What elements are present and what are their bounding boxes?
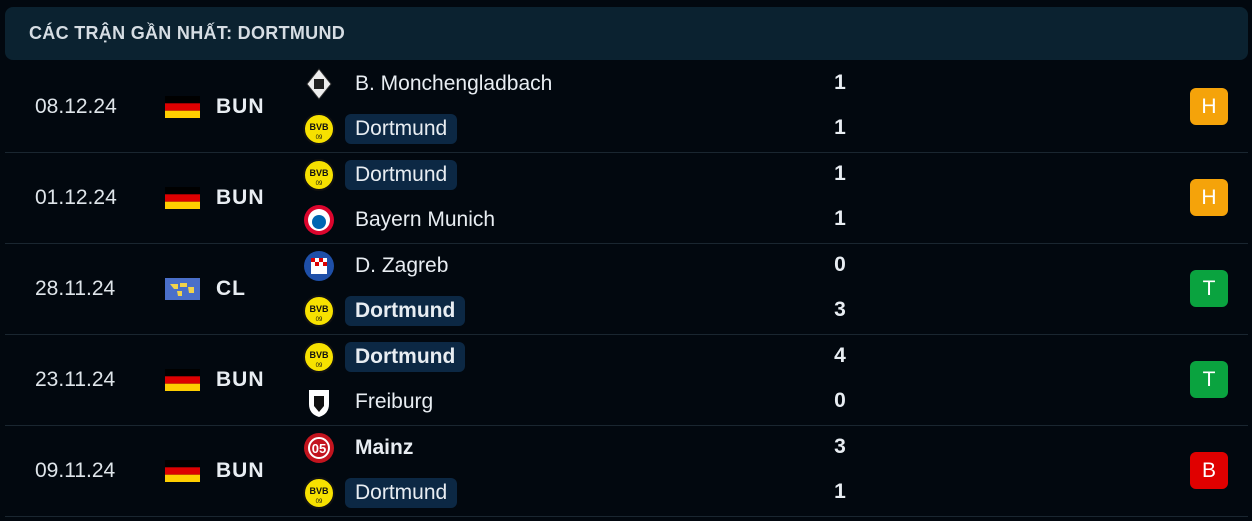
home-team-name: Dortmund — [345, 160, 458, 190]
home-score: 3 — [834, 435, 846, 458]
section-header: CÁC TRẬN GẦN NHẤT: DORTMUND — [5, 7, 1248, 60]
germany-flag-icon — [165, 187, 200, 209]
svg-text:09: 09 — [316, 363, 323, 369]
result-badge: T — [1190, 361, 1228, 398]
away-team-name: Freiburg — [355, 390, 434, 413]
match-date: 09.11.24 — [35, 459, 116, 482]
match-row[interactable]: 01.12.24 BUN BVB 09 Dortmund 1 Bayern Mun… — [5, 152, 1248, 244]
germany-flag-icon — [165, 369, 200, 391]
away-score: 0 — [834, 389, 846, 412]
bvb-logo-icon: BVB 09 — [303, 477, 335, 509]
svg-text:09: 09 — [316, 181, 323, 187]
germany-flag-icon — [165, 96, 200, 118]
home-team[interactable]: B. Monchengladbach — [303, 66, 562, 102]
match-date: 01.12.24 — [35, 186, 117, 209]
freiburg-logo-icon — [303, 386, 335, 418]
svg-text:BVB: BVB — [309, 168, 329, 178]
home-team[interactable]: 05 Mainz — [303, 430, 423, 466]
match-row[interactable]: 08.12.24 BUN B. Monchengladbach 1 BVB 09 … — [5, 61, 1248, 153]
match-row[interactable]: 23.11.24 BUN BVB 09 Dortmund 4 Freiburg 0… — [5, 334, 1248, 426]
competition: BUN — [216, 186, 265, 209]
home-team[interactable]: BVB 09 Dortmund — [303, 157, 458, 193]
match-row[interactable]: 09.11.24 BUN 05 Mainz 3 BVB 09 Dortmund 1… — [5, 425, 1248, 517]
competition: BUN — [216, 368, 265, 391]
home-score: 1 — [834, 162, 846, 185]
bvb-logo-icon: BVB 09 — [303, 341, 335, 373]
home-team[interactable]: D. Zagreb — [303, 248, 458, 284]
match-row[interactable]: 28.11.24 CL D. Zagreb 0 BVB 09 Dortmund 3… — [5, 243, 1248, 335]
svg-text:BVB: BVB — [309, 122, 329, 132]
bayern-logo-icon — [303, 204, 335, 236]
home-score: 0 — [834, 253, 846, 276]
away-score: 1 — [834, 116, 846, 139]
away-score: 1 — [834, 207, 846, 230]
svg-text:09: 09 — [316, 135, 323, 141]
away-team[interactable]: Bayern Munich — [303, 202, 505, 238]
home-team-name: B. Monchengladbach — [355, 72, 553, 95]
away-team[interactable]: BVB 09 Dortmund — [303, 111, 458, 147]
home-score: 1 — [834, 71, 846, 94]
result-badge: H — [1190, 179, 1228, 216]
result-badge: T — [1190, 270, 1228, 307]
svg-text:05: 05 — [312, 441, 326, 456]
svg-text:BVB: BVB — [309, 304, 329, 314]
result-badge: H — [1190, 88, 1228, 125]
home-team-name: D. Zagreb — [355, 254, 449, 277]
competition: BUN — [216, 459, 265, 482]
result-badge: B — [1190, 452, 1228, 489]
svg-text:BVB: BVB — [309, 486, 329, 496]
home-team-name: Mainz — [355, 436, 414, 459]
home-team[interactable]: BVB 09 Dortmund — [303, 339, 466, 375]
match-date: 23.11.24 — [35, 368, 116, 391]
match-date: 08.12.24 — [35, 95, 117, 118]
away-team-name: Dortmund — [345, 114, 458, 144]
away-score: 1 — [834, 480, 846, 503]
home-team-name: Dortmund — [345, 342, 466, 372]
away-team[interactable]: BVB 09 Dortmund — [303, 475, 458, 511]
competition: BUN — [216, 95, 265, 118]
germany-flag-icon — [165, 460, 200, 482]
svg-text:BVB: BVB — [309, 350, 329, 360]
away-team[interactable]: Freiburg — [303, 384, 443, 420]
away-team[interactable]: BVB 09 Dortmund — [303, 293, 466, 329]
away-team-name: Bayern Munich — [355, 208, 496, 231]
bvb-logo-icon: BVB 09 — [303, 295, 335, 327]
zagreb-logo-icon — [303, 250, 335, 282]
svg-text:09: 09 — [316, 317, 323, 323]
svg-text:09: 09 — [316, 499, 323, 505]
match-date: 28.11.24 — [35, 277, 116, 300]
bvb-logo-icon: BVB 09 — [303, 159, 335, 191]
away-team-name: Dortmund — [345, 296, 466, 326]
competition: CL — [216, 277, 246, 300]
gladbach-logo-icon — [303, 68, 335, 100]
away-team-name: Dortmund — [345, 478, 458, 508]
mainz-logo-icon: 05 — [303, 432, 335, 464]
home-score: 4 — [834, 344, 846, 367]
away-score: 3 — [834, 298, 846, 321]
section-title: CÁC TRẬN GẦN NHẤT: DORTMUND — [29, 23, 346, 43]
world-flag-icon — [165, 278, 200, 300]
bvb-logo-icon: BVB 09 — [303, 113, 335, 145]
